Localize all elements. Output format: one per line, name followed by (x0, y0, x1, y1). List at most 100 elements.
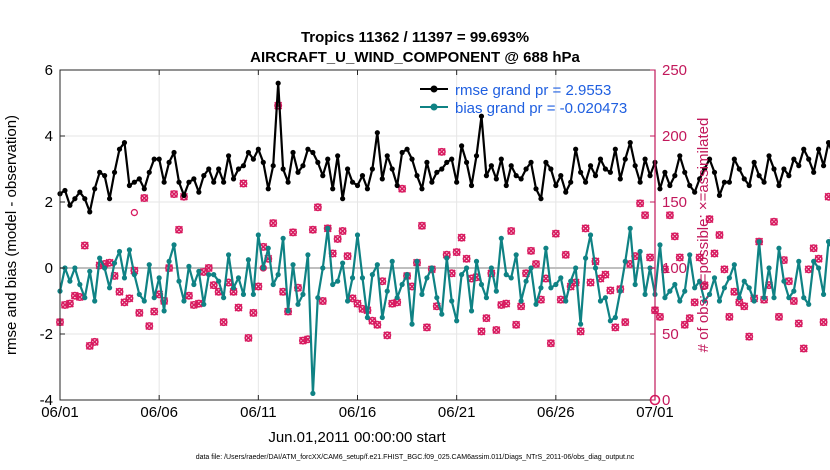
obs-possible-marker (482, 314, 491, 323)
rmse-point (255, 146, 261, 152)
bias-point (796, 258, 802, 264)
bias-point (389, 258, 395, 264)
bias-point (627, 225, 633, 231)
obs-assimilated-marker (239, 179, 248, 188)
rmse-point (776, 182, 782, 189)
obs-assimilated-marker (135, 308, 144, 317)
bias-point (201, 301, 207, 307)
bias-point (607, 318, 613, 324)
bias-point (151, 295, 157, 301)
bias-point (181, 298, 187, 304)
rmse-point (300, 163, 306, 169)
obs-possible-marker (492, 326, 501, 335)
rmse-point (136, 176, 142, 182)
obs-count-marker (606, 286, 615, 295)
obs-count-marker (313, 203, 322, 212)
bias-point (285, 308, 291, 314)
obs-count-marker (789, 296, 798, 305)
rmse-point (409, 156, 415, 162)
bias-point (310, 390, 316, 396)
obs-assimilated-marker (794, 319, 803, 328)
bias-point (260, 265, 266, 271)
bias-point (161, 308, 167, 314)
rmse-point (701, 166, 708, 172)
obs-count-marker (774, 312, 783, 321)
obs-assimilated-marker (784, 277, 793, 286)
bias-point (741, 278, 747, 284)
obs-assimilated-marker (527, 246, 536, 255)
obs-assimilated-marker (184, 291, 193, 300)
rmse-point (796, 163, 802, 169)
obs-count-marker (824, 192, 830, 201)
obs-assimilated-marker (685, 314, 694, 323)
obs-possible-marker (120, 298, 129, 307)
bias-point (533, 301, 539, 307)
bias-point (166, 258, 172, 264)
obs-assimilated-marker (105, 258, 114, 267)
rmse-point (726, 179, 732, 185)
rmse-point (364, 186, 371, 192)
obs-possible-marker (204, 263, 213, 272)
obs-possible-marker (333, 234, 342, 243)
rmse-point (285, 179, 291, 185)
obs-possible-marker (239, 179, 248, 188)
obs-count-marker (269, 219, 278, 228)
obs-assimilated-marker (641, 211, 650, 220)
obs-assimilated-marker (502, 299, 511, 308)
obs-assimilated-marker (705, 215, 714, 224)
bias-point (488, 265, 494, 271)
obs-assimilated-marker (670, 232, 679, 241)
rmse-point (756, 173, 762, 179)
bias-point (196, 268, 202, 274)
rmse-point (622, 156, 628, 162)
rmse-point (632, 163, 638, 169)
bias-point (354, 232, 361, 238)
obs-possible-marker (655, 312, 664, 321)
rmse-point (235, 166, 242, 172)
obs-count-marker (170, 190, 179, 199)
rmse-point (751, 159, 757, 165)
obs-count-marker (715, 231, 724, 240)
obs-possible-marker (398, 184, 407, 193)
rmse-point (424, 159, 430, 165)
bias-point (230, 285, 237, 291)
bias-point (290, 262, 296, 268)
obs-possible-marker (65, 299, 74, 308)
obs-assimilated-marker (690, 298, 699, 307)
obs-count-marker (512, 320, 521, 329)
obs-assimilated-marker (75, 293, 84, 302)
obs-assimilated-marker (452, 248, 461, 257)
obs-assimilated-marker (338, 227, 347, 236)
bias-point (617, 288, 623, 294)
rmse-point (761, 179, 767, 185)
bias-point (409, 321, 415, 327)
rmse-point (771, 166, 777, 172)
rmse-point (806, 156, 812, 162)
obs-count-marker (219, 318, 228, 327)
rmse-point (483, 173, 490, 179)
bias-point (369, 272, 375, 278)
bias-point (394, 295, 400, 301)
obs-assimilated-marker (725, 312, 734, 321)
rmse-point (320, 173, 326, 179)
chart-title: Tropics 11362 / 11397 = 99.693% (301, 29, 529, 46)
obs-count-marker (452, 248, 461, 257)
obs-assimilated-marker (799, 344, 808, 353)
bias-point (216, 278, 222, 284)
rmse-point (389, 166, 395, 172)
obs-assimilated-marker (249, 308, 258, 317)
rmse-point (67, 202, 73, 208)
rmse-point (478, 113, 485, 119)
rmse-point (617, 176, 623, 182)
rmse-point (473, 153, 480, 159)
obs-possible-marker (437, 147, 446, 156)
rmse-point (781, 166, 787, 172)
obs-assimilated-marker (541, 274, 550, 283)
rmse-point (439, 166, 445, 172)
bias-point (255, 232, 261, 238)
rmse-point (270, 163, 276, 169)
rmse-point (146, 169, 152, 175)
bias-point (439, 311, 445, 317)
obs-count-marker (819, 318, 828, 327)
